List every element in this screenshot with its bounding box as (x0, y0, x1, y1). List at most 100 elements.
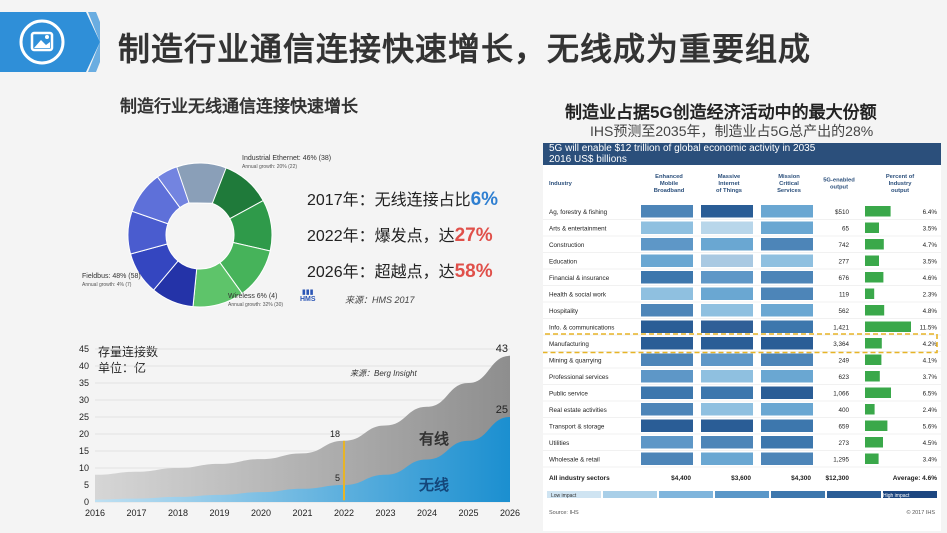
table-row: Transport & storage 659 5.6% (543, 419, 941, 435)
pct-bar (865, 206, 891, 217)
row-output: 277 (838, 259, 849, 266)
table-row: Professional services 623 3.7% (543, 370, 941, 385)
impact-cell (641, 386, 693, 399)
x-tick-label: 2020 (251, 508, 271, 518)
x-tick-label: 2016 (85, 508, 105, 518)
impact-cell (701, 436, 753, 449)
area-wireless (95, 417, 510, 502)
donut-slice-other (176, 162, 227, 204)
row-output: 659 (838, 424, 849, 431)
table-row: Manufacturing 3,364 4.2% (543, 337, 941, 352)
header-industry: Industry (549, 181, 573, 187)
table-row: Public service 1,066 6.5% (543, 386, 941, 402)
fieldbus-label: Fieldbus: 48% (58) (82, 273, 141, 280)
table-row: Wholesale & retail 1,295 3.4% (543, 452, 941, 468)
highlight-manufacturing (543, 333, 938, 354)
right-subtitle-2: IHS预测至2035年，制造业占5G总产出的28% (590, 123, 874, 139)
area-chart: 存量连接数 单位：亿 来源：Berg Insight 0510152025303… (79, 343, 520, 518)
svg-text:All industry sectors: All industry sectors (549, 475, 610, 482)
impact-cell (761, 205, 813, 218)
impact-legend: Low impact High impact (547, 491, 937, 499)
impact-cell (761, 353, 813, 366)
stat-2017: 2017年：无线连接占比6% (307, 189, 499, 210)
pct-bar (865, 404, 875, 415)
pct-bar (865, 321, 911, 332)
impact-cell (761, 271, 813, 284)
source-hms: 来源：HMS 2017 (345, 295, 415, 305)
row-pct: 4.6% (923, 275, 938, 282)
impact-cell (761, 320, 813, 333)
table-row: Construction 742 4.7% (543, 238, 941, 253)
pct-bar (865, 239, 884, 250)
wireless-label: Wireless 6% (4) (228, 293, 277, 300)
row-pct: 2.3% (923, 292, 938, 299)
row-pct: 3.4% (923, 457, 938, 464)
impact-cell (641, 304, 693, 317)
row-output: 742 (838, 242, 849, 249)
y-tick-label: 15 (79, 446, 89, 456)
impact-cell (701, 320, 753, 333)
row-industry: Hospitality (549, 308, 579, 315)
pct-bar (865, 354, 882, 365)
row-pct: 4.1% (923, 358, 938, 365)
row-pct: 3.5% (923, 226, 938, 233)
table-row: Arts & entertainment 65 3.5% (543, 221, 941, 237)
row-industry: Info. & communications (549, 325, 614, 332)
pct-bar (865, 255, 879, 266)
header-mcs: Mission Critical Services (777, 174, 801, 194)
ihs-table: 5G will enable $12 trillion of global ec… (543, 143, 941, 531)
row-output: 562 (838, 308, 849, 315)
wireless-growth: Annual growth: 32% (30) (228, 302, 283, 308)
impact-cell (761, 386, 813, 399)
row-output: 119 (839, 292, 850, 299)
table-row: Financial & insurance 676 4.6% (543, 271, 941, 286)
slide-header: 制造行业通信连接快速增长，无线成为重要组成 (0, 0, 947, 90)
area-chart-source: 来源：Berg Insight (350, 369, 417, 378)
table-row: Info. & communications 1,421 11.5% (543, 320, 941, 336)
svg-text:$4,300: $4,300 (791, 475, 811, 482)
y-tick-label: 40 (79, 361, 89, 371)
svg-text:High impact: High impact (883, 493, 910, 499)
table-row: Education 277 3.5% (543, 254, 941, 270)
impact-cell (701, 304, 753, 317)
row-output: 3,364 (833, 341, 849, 348)
row-industry: Wholesale & retail (549, 457, 600, 464)
area-chart-unit: 单位：亿 (98, 360, 146, 375)
row-industry: Arts & entertainment (549, 226, 607, 233)
page-title: 制造行业通信连接快速增长，无线成为重要组成 (118, 31, 812, 67)
table-row: Mining & quarrying 249 4.1% (543, 353, 941, 369)
pct-bar (865, 288, 875, 299)
row-pct: 6.4% (923, 209, 938, 216)
series-label-wireless: 无线 (418, 476, 449, 494)
table-row: Health & social work 119 2.3% (543, 287, 941, 303)
row-pct: 4.5% (923, 440, 938, 447)
impact-cell (761, 436, 813, 449)
donut-chart: Industrial Ethernet: 46% (38) Annual gro… (82, 155, 331, 308)
row-industry: Manufacturing (549, 341, 589, 348)
stat-2026: 2026年：超越点，达58% (307, 261, 493, 282)
impact-cell (701, 337, 753, 350)
row-output: $510 (835, 209, 850, 216)
impact-cell (761, 452, 813, 465)
row-pct: 5.6% (923, 424, 938, 431)
data-label: 5 (335, 473, 340, 483)
impact-cell (701, 452, 753, 465)
y-tick-label: 0 (84, 497, 89, 507)
impact-cell (701, 403, 753, 416)
row-pct: 2.4% (923, 407, 938, 414)
row-output: 623 (838, 374, 849, 381)
y-tick-label: 35 (79, 378, 89, 388)
row-pct: 4.8% (923, 308, 938, 315)
impact-cell (761, 337, 813, 350)
totals-row: All industry sectors $4,400 $3,600 $4,300 $1… (549, 475, 937, 482)
stat-2017-value: 6% (470, 189, 499, 210)
svg-text:Low impact: Low impact (551, 493, 577, 499)
row-industry: Professional services (549, 374, 609, 381)
series-label-wired: 有线 (419, 430, 449, 448)
y-tick-label: 45 (79, 344, 89, 354)
row-industry: Utilities (549, 440, 569, 447)
impact-cell (641, 287, 693, 300)
right-subtitle: 制造业占据5G创造经济活动中的最大份额 (565, 103, 877, 122)
x-tick-label: 2025 (458, 508, 478, 518)
header-output: 5G-enabled output (823, 178, 855, 191)
